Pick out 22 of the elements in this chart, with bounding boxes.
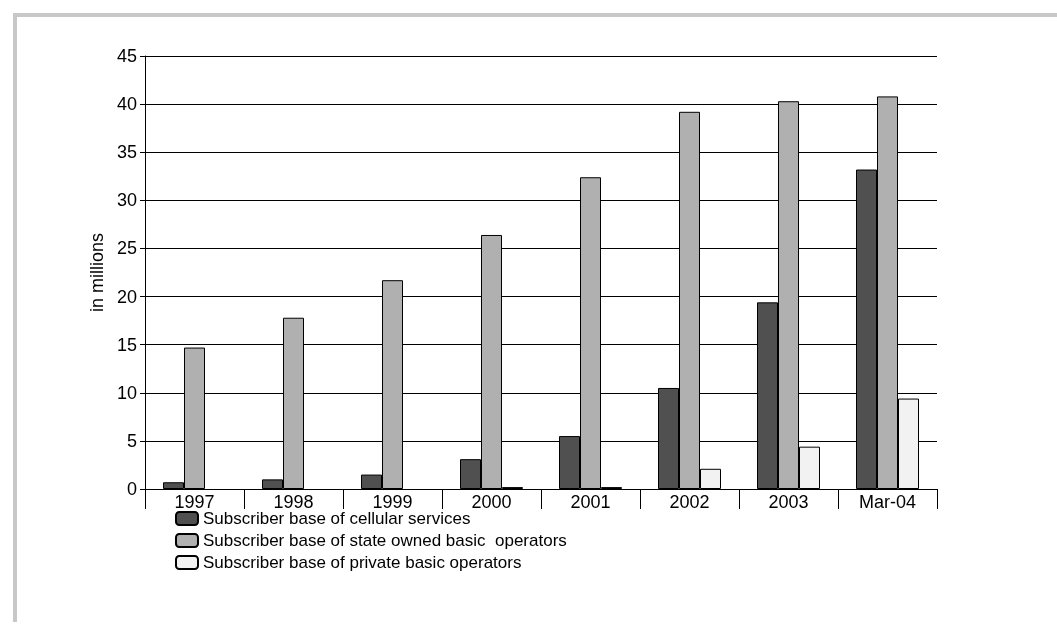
x-tick-label: 1997 xyxy=(174,492,215,512)
x-tick-label: 1998 xyxy=(273,492,314,512)
legend-label: Subscriber base of private basic operators xyxy=(203,553,522,572)
y-tick-label: 30 xyxy=(116,190,137,211)
legend-label: Subscriber base of state owned basic operators xyxy=(203,531,567,550)
y-tick-label: 40 xyxy=(116,94,137,115)
x-tick-label: 2003 xyxy=(768,492,809,512)
y-tick-label: 0 xyxy=(126,479,137,499)
x-tick-label: Mar-04 xyxy=(858,492,917,512)
y-tick-label: 25 xyxy=(116,238,137,259)
y-tick-label: 5 xyxy=(126,430,137,451)
x-tick-label: 2002 xyxy=(669,492,710,512)
x-tick-label: 1999 xyxy=(372,492,413,512)
x-tick-label: 2001 xyxy=(570,492,611,512)
y-tick-label: 20 xyxy=(116,286,137,307)
x-tick-label: 2000 xyxy=(471,492,512,512)
y-tick-label: 45 xyxy=(116,46,137,66)
y-tick-label: 35 xyxy=(116,142,137,163)
y-axis-title: in millions xyxy=(87,232,108,313)
y-tick-label: 10 xyxy=(116,382,137,403)
y-tick-label: 15 xyxy=(116,334,137,355)
legend-label: Subscriber base of cellular services xyxy=(203,509,471,528)
